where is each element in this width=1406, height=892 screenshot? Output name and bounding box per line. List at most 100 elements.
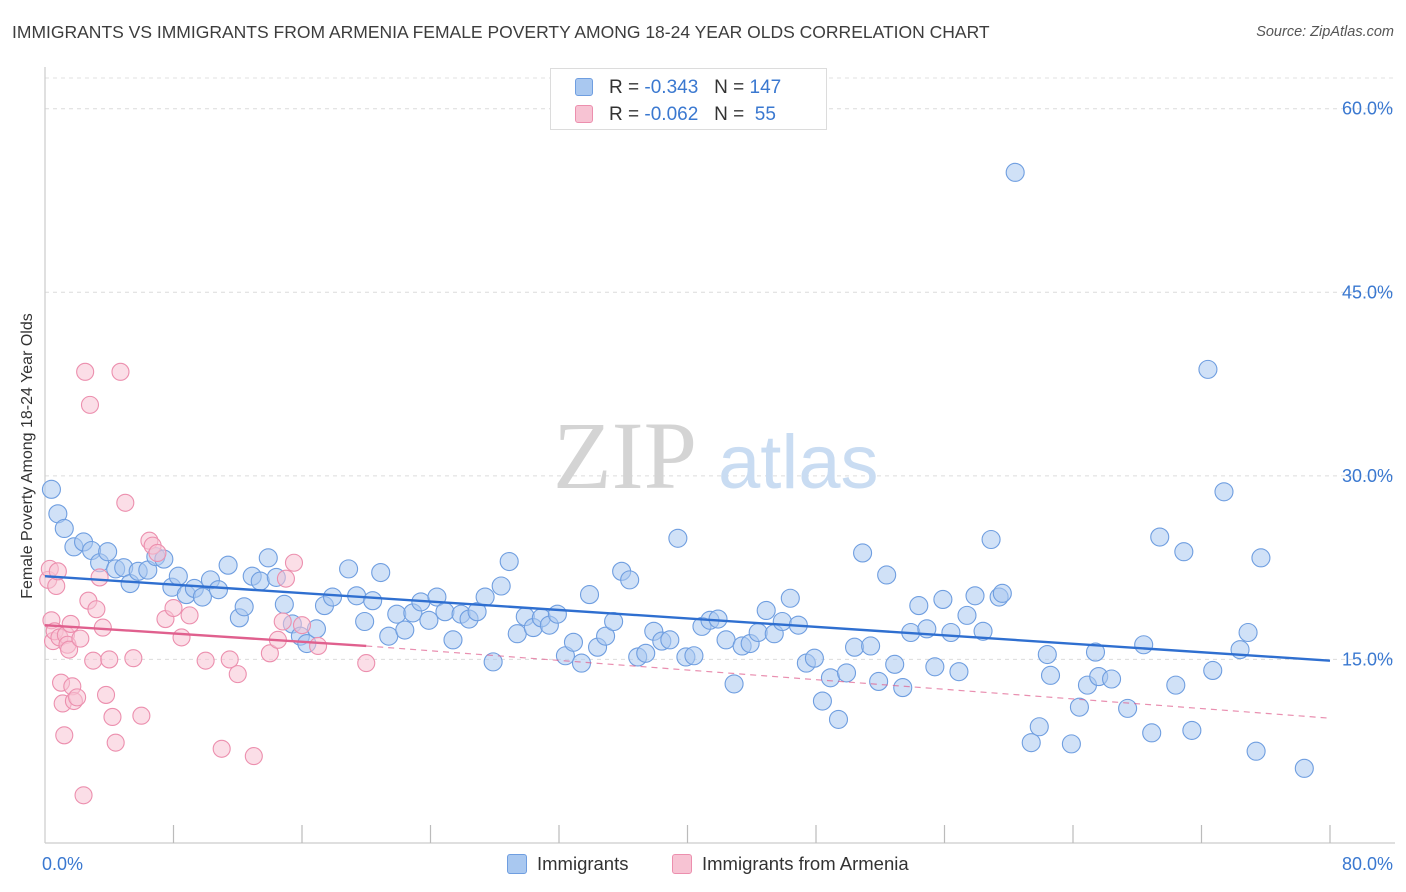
immigrants-point — [992, 583, 1012, 603]
y-tick-label: 15.0% — [1342, 649, 1393, 669]
series-swatch-armenia — [672, 854, 692, 874]
immigrants-point — [1174, 542, 1194, 562]
series-swatch-immigrants — [507, 854, 527, 874]
immigrants-point — [756, 600, 776, 621]
armenia-point — [60, 640, 79, 659]
immigrants-point — [355, 611, 375, 632]
immigrants-point — [1029, 717, 1049, 737]
armenia-point — [48, 562, 67, 581]
immigrants-point — [491, 576, 511, 596]
watermark-atlas: atlas — [718, 420, 879, 505]
immigrants-point — [1118, 698, 1138, 718]
immigrants-point — [208, 580, 229, 600]
armenia-point — [124, 649, 143, 668]
armenia-point — [292, 616, 312, 635]
immigrants-point — [877, 565, 897, 585]
armenia-point — [172, 628, 191, 647]
immigrants-point — [957, 605, 977, 625]
immigrants-point — [684, 646, 704, 666]
immigrants-point — [443, 630, 463, 650]
immigrants-point — [419, 610, 439, 630]
data-points — [39, 162, 1314, 805]
armenia-point — [111, 362, 130, 381]
immigrants-point — [547, 604, 567, 624]
immigrants-point — [258, 548, 278, 568]
immigrants-point — [218, 555, 238, 575]
correlation-legend: R = -0.343 N = 147 R = -0.062 N = 55 — [550, 68, 827, 130]
armenia-point — [196, 651, 215, 670]
immigrants-point — [933, 589, 953, 610]
y-tick-label: 30.0% — [1342, 466, 1393, 486]
immigrants-point — [563, 632, 584, 652]
armenia-point — [80, 395, 100, 414]
immigrants-point — [475, 587, 495, 607]
immigrants-point — [925, 657, 945, 677]
armenia-point — [76, 362, 95, 381]
legend-n-label: N = — [714, 77, 745, 98]
immigrants-point — [965, 586, 985, 606]
immigrants-point — [844, 637, 865, 657]
immigrants-point — [853, 543, 873, 563]
immigrants-point — [274, 594, 294, 614]
armenia-point — [103, 707, 122, 726]
immigrants-point — [812, 691, 832, 711]
armenia-point — [220, 650, 239, 669]
legend-r-value: -0.062 — [644, 104, 699, 125]
armenia-point — [84, 651, 103, 670]
series-label-immigrants: Immigrants — [537, 853, 629, 874]
immigrants-point — [1061, 734, 1081, 754]
armenia-trend-line — [44, 623, 367, 648]
immigrants-point — [949, 662, 969, 682]
immigrants-point — [1102, 669, 1122, 689]
immigrants-point — [836, 663, 857, 683]
immigrants-point — [250, 571, 270, 591]
armenia-point — [273, 612, 292, 631]
watermark: ZIP atlas — [553, 402, 879, 509]
immigrants-point — [192, 587, 212, 607]
immigrants-point — [54, 518, 74, 539]
legend-swatch-immigrants — [575, 78, 593, 96]
immigrants-point — [168, 566, 188, 586]
armenia-point — [284, 553, 304, 572]
immigrants-point — [828, 709, 849, 729]
immigrants-point — [724, 674, 744, 694]
watermark-zip: ZIP — [553, 402, 697, 509]
immigrants-point — [716, 630, 736, 650]
armenia-point — [68, 688, 87, 707]
armenia-point — [90, 568, 109, 587]
immigrants-point — [1040, 665, 1061, 685]
immigrants-point — [499, 551, 519, 572]
armenia-point — [55, 726, 74, 745]
series-legend: Immigrants Immigrants from Armenia — [0, 852, 1406, 878]
immigrants-point — [1203, 660, 1223, 680]
legend-n-value: 55 — [754, 104, 776, 125]
immigrants-point — [1142, 723, 1162, 743]
armenia-point — [106, 733, 125, 752]
immigrants-point — [322, 587, 343, 607]
immigrants-point — [395, 620, 415, 640]
immigrants-point — [820, 668, 841, 688]
legend-swatch-armenia — [575, 105, 593, 123]
immigrants-point — [1294, 758, 1314, 778]
immigrants-point — [973, 621, 993, 641]
series-label-armenia: Immigrants from Armenia — [702, 853, 909, 874]
immigrants-point — [1182, 720, 1202, 740]
trend-lines — [44, 575, 1331, 719]
armenia-point — [309, 636, 328, 656]
immigrants-point — [941, 622, 961, 643]
immigrants-point — [467, 602, 487, 622]
immigrants-point — [1069, 697, 1089, 717]
immigrants-point — [379, 626, 399, 646]
armenia-trend-extension — [366, 645, 1331, 719]
x-tick-label: 80.0% — [1342, 854, 1393, 874]
immigrants-point — [1166, 675, 1186, 695]
x-tick-label: 0.0% — [42, 854, 83, 874]
immigrants-point — [660, 630, 680, 650]
armenia-point — [71, 629, 90, 648]
immigrants-point — [1134, 635, 1154, 655]
armenia-point — [244, 747, 263, 766]
immigrants-point — [435, 602, 455, 622]
immigrants-point — [1214, 482, 1234, 502]
immigrants-point — [885, 654, 905, 674]
immigrants-point — [98, 542, 118, 562]
